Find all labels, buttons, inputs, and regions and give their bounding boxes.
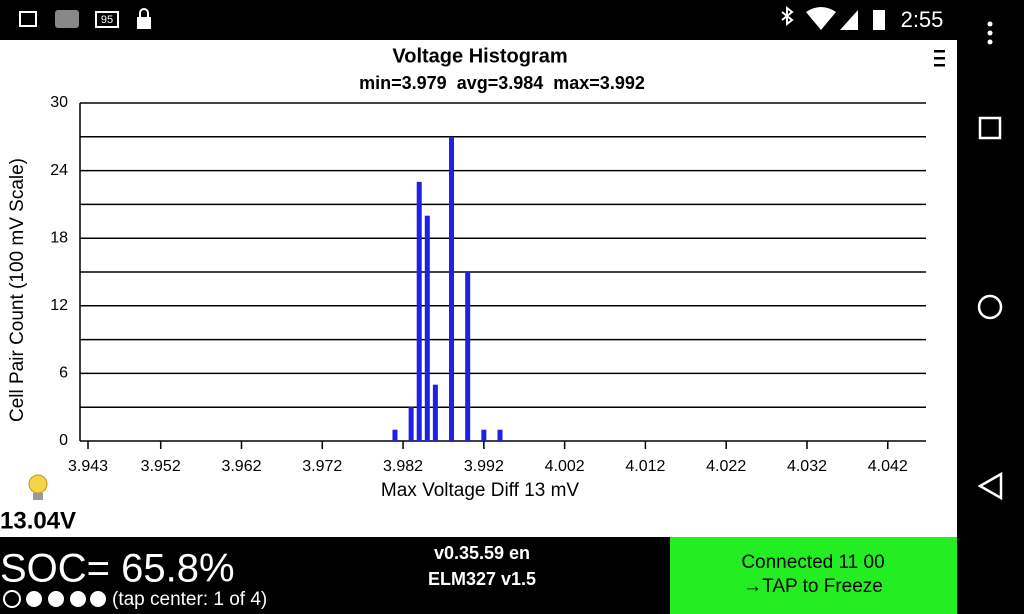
chart-title: Voltage Histogram	[392, 45, 567, 67]
status-bar	[0, 0, 1024, 40]
page-dot	[48, 591, 64, 607]
x-tick-label: 3.982	[383, 458, 423, 475]
menu-bar	[934, 57, 945, 60]
bulb-icon	[28, 474, 48, 500]
wifi-icon	[806, 7, 836, 30]
status-line: Connected 11 00	[741, 552, 884, 573]
x-tick-label: 4.042	[868, 458, 908, 475]
status-line: →TAP to Freeze	[743, 576, 883, 597]
y-tick-label: 18	[50, 229, 68, 246]
battery-voltage: 13.04V	[0, 507, 76, 534]
page-dot	[90, 591, 106, 607]
x-tick-label: 4.012	[625, 458, 665, 475]
back-button[interactable]	[977, 471, 1003, 501]
bluetooth-icon	[781, 5, 794, 27]
menu-bar	[934, 50, 945, 53]
badge-icon	[95, 11, 119, 28]
bar	[432, 384, 438, 441]
version: v0.35.59 en	[434, 543, 530, 563]
bar	[408, 407, 414, 441]
signal-icon	[840, 10, 858, 30]
x-tick-label: 4.002	[545, 458, 585, 475]
bar	[481, 429, 487, 441]
x-tick-label: 3.992	[464, 458, 504, 475]
page-dot	[70, 591, 86, 607]
image-icon	[19, 11, 37, 27]
x-tick-label: 3.943	[68, 458, 108, 475]
y-tick-label: 0	[59, 432, 68, 449]
adapter: ELM327 v1.5	[428, 569, 536, 589]
bar	[392, 429, 398, 441]
chart-subtitle: min=3.979 avg=3.984 max=3.992	[359, 73, 645, 93]
lock-icon	[137, 17, 151, 29]
bar	[449, 136, 455, 442]
x-tick-label: 3.972	[302, 458, 342, 475]
soc: SOC= 65.8%	[0, 547, 235, 591]
x-tick-label: 4.022	[706, 458, 746, 475]
page-dot	[3, 590, 21, 608]
y-tick-label: 30	[50, 94, 68, 111]
menu-icon[interactable]	[934, 50, 945, 67]
x-tick-label: 4.032	[787, 458, 827, 475]
clock: 2:55	[901, 7, 944, 32]
page-dot	[26, 591, 42, 607]
bar	[497, 429, 503, 441]
badge-text: 95	[101, 14, 113, 26]
x-tick-label: 3.952	[141, 458, 181, 475]
app-icon	[55, 10, 79, 28]
nav-bar	[957, 40, 1024, 614]
y-tick-label: 6	[59, 365, 68, 382]
overflow-dot	[987, 21, 993, 27]
bulb	[28, 474, 48, 494]
status-button[interactable]	[670, 537, 957, 614]
y-axis-label: Cell Pair Count (100 mV Scale)	[7, 158, 28, 422]
home-button[interactable]	[977, 294, 1003, 320]
bar	[465, 272, 471, 441]
bar	[416, 181, 422, 441]
overflow-dot	[987, 39, 993, 45]
bulb-base	[33, 493, 43, 500]
overflow-dot	[987, 30, 993, 36]
page-hint[interactable]: (tap center: 1 of 4)	[112, 589, 267, 610]
bar	[424, 215, 430, 441]
app-area	[0, 40, 957, 537]
menu-bar	[934, 64, 945, 67]
y-tick-label: 12	[50, 297, 68, 314]
x-axis-label: Max Voltage Diff 13 mV	[381, 480, 580, 501]
lock-shackle	[139, 8, 149, 17]
x-tick-label: 3.962	[221, 458, 261, 475]
battery-icon	[873, 10, 885, 30]
y-tick-label: 24	[50, 162, 68, 179]
recents-button[interactable]	[978, 116, 1002, 140]
